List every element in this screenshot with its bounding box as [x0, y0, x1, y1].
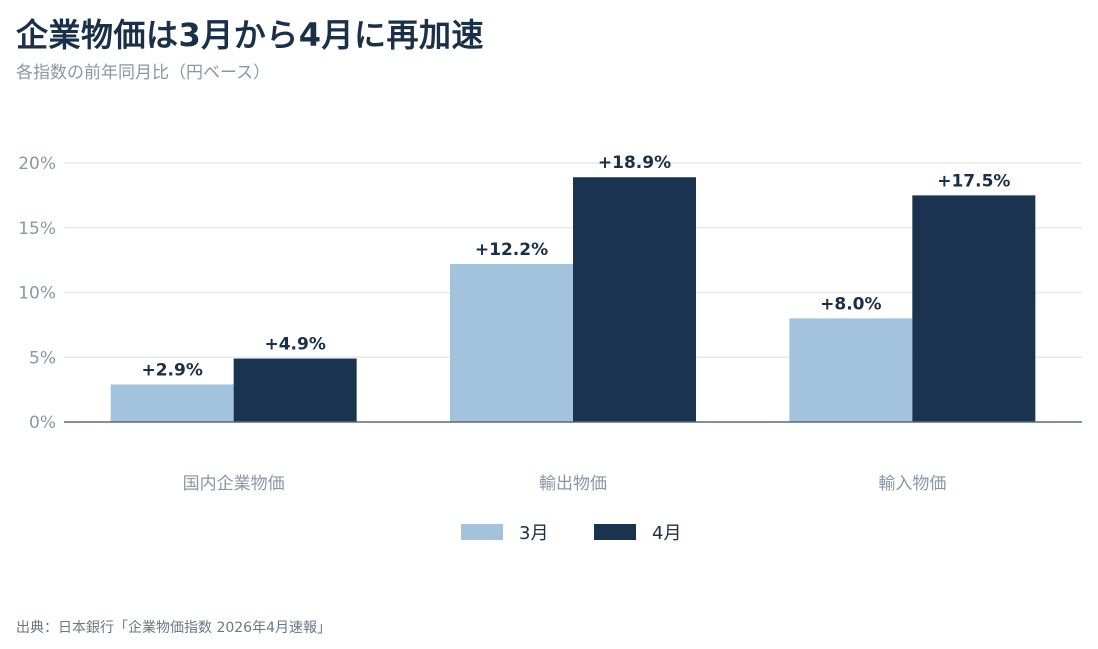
- y-tick-label: 15%: [18, 219, 56, 239]
- chart-title: 企業物価は3月から4月に再加速: [16, 16, 485, 54]
- bars: [110, 177, 1036, 422]
- bar-value-label: +4.9%: [264, 335, 325, 355]
- legend-label: 3月: [519, 523, 548, 544]
- bar-value-label: +12.2%: [475, 240, 548, 260]
- x-category-label: 輸入物価: [878, 474, 946, 494]
- bar-value-label: +8.0%: [820, 294, 881, 314]
- y-tick-label: 0%: [29, 413, 56, 433]
- y-tick-label: 20%: [18, 154, 56, 174]
- legend-swatch: [594, 524, 636, 540]
- y-tick-label: 10%: [18, 284, 56, 304]
- y-tick-label: 5%: [29, 348, 56, 368]
- bar: [110, 384, 234, 422]
- bar-value-labels: +2.9% +4.9% +12.2% +18.9% +8.0% +17.5%: [141, 153, 1010, 380]
- chart-subtitle: 各指数の前年同月比（円ベース）: [16, 63, 271, 83]
- bar-value-label: +2.9%: [141, 360, 202, 380]
- bar-value-label: +17.5%: [937, 171, 1010, 191]
- legend-swatch: [461, 524, 503, 540]
- bar: [573, 177, 696, 422]
- bar-chart: 0% 5% 10% 15% 20% +2.9% +4.9% +12.2% +18.9% +8.0…: [18, 153, 1082, 544]
- x-axis-categories: 国内企業物価 輸出物価 輸入物価: [183, 474, 947, 494]
- bar: [450, 264, 573, 422]
- bar: [789, 318, 913, 422]
- bar: [912, 195, 1036, 422]
- source-note: 出典：日本銀行「企業物価指数 2026年4月速報」: [16, 620, 331, 636]
- x-category-label: 国内企業物価: [183, 474, 285, 494]
- bar: [233, 358, 357, 422]
- legend-label: 4月: [652, 523, 681, 544]
- bar-value-label: +18.9%: [598, 153, 671, 173]
- y-axis-ticks: 0% 5% 10% 15% 20%: [18, 154, 56, 433]
- x-category-label: 輸出物価: [539, 474, 607, 494]
- legend: 3月 4月: [461, 523, 681, 544]
